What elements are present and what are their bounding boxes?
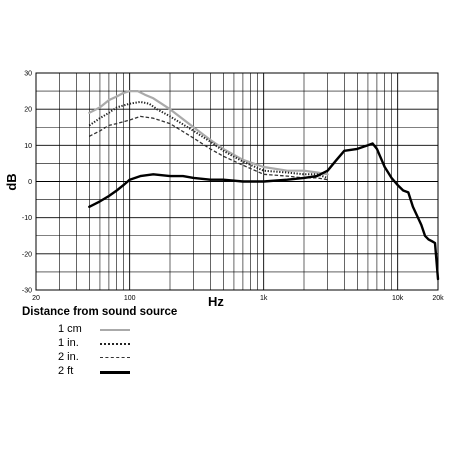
y-tick-label: 10 bbox=[24, 143, 32, 150]
y-tick-label: 30 bbox=[24, 71, 32, 78]
plot-border bbox=[35, 72, 439, 291]
x-tick-label: 20 bbox=[32, 295, 40, 302]
x-axis-label: Hz bbox=[208, 294, 224, 309]
legend-swatch bbox=[100, 329, 130, 331]
legend-title: Distance from sound source bbox=[22, 306, 178, 318]
legend-swatch bbox=[100, 357, 130, 358]
plot-frame bbox=[35, 72, 439, 291]
legend-label: 2 ft bbox=[58, 365, 74, 377]
series-line-1-cm bbox=[88, 89, 329, 176]
x-tick-label: 10k bbox=[392, 295, 404, 302]
legend-label: 1 in. bbox=[58, 337, 79, 349]
legend-label: 2 in. bbox=[58, 351, 79, 363]
x-tick-label: 20k bbox=[432, 295, 444, 302]
y-tick-label: -10 bbox=[22, 215, 32, 222]
y-tick-label: 0 bbox=[28, 179, 32, 186]
y-tick-label: 20 bbox=[24, 107, 32, 114]
x-tick-label: 1k bbox=[260, 295, 268, 302]
legend-swatch bbox=[100, 343, 130, 345]
series-line-2-in bbox=[89, 115, 328, 181]
legend-label: 1 cm bbox=[58, 323, 82, 335]
legend-swatch bbox=[100, 371, 130, 374]
series-line-2-ft bbox=[88, 142, 440, 281]
series-lines bbox=[88, 89, 440, 281]
y-axis-label: dB bbox=[4, 173, 19, 190]
x-tick-labels: 20 100 1k 10k 20k bbox=[32, 295, 444, 302]
y-tick-labels: 30 20 10 0 -10 -20 -30 bbox=[22, 71, 32, 295]
x-tick-label: 100 bbox=[124, 295, 136, 302]
series-line-1-in bbox=[88, 100, 328, 179]
y-tick-label: -30 bbox=[22, 288, 32, 295]
y-tick-label: -20 bbox=[22, 251, 32, 258]
